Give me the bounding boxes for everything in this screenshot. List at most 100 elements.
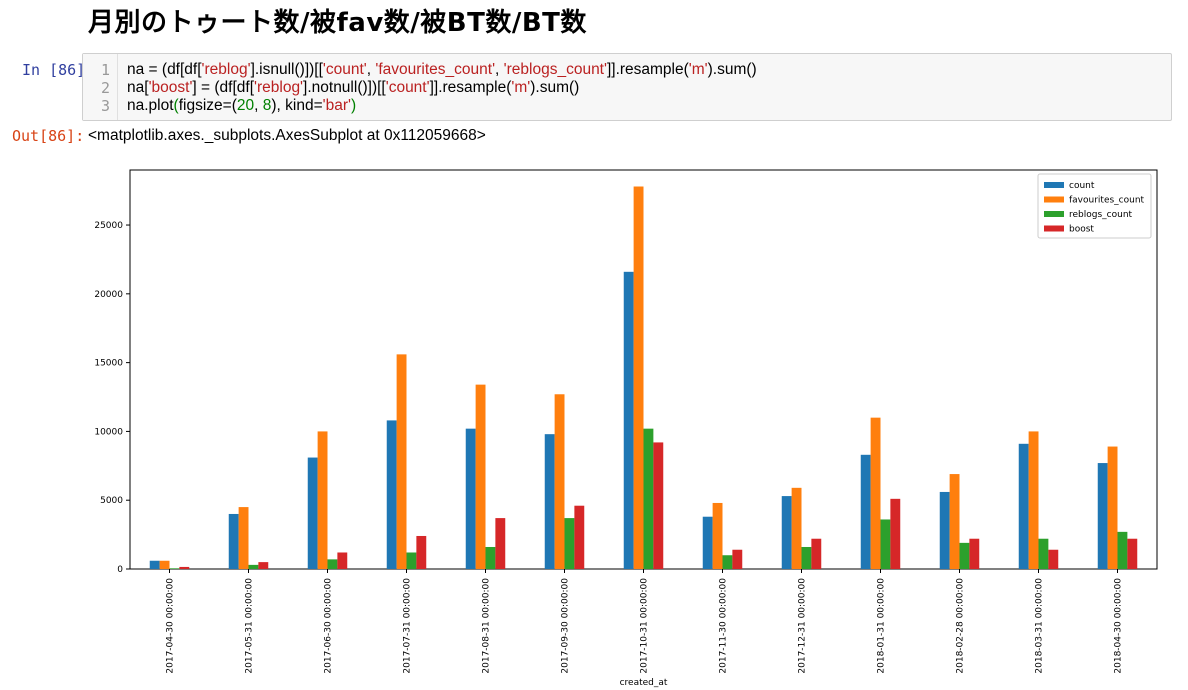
y-tick: 15000 — [94, 359, 130, 369]
bar-boost — [416, 535, 427, 569]
bar-boost — [258, 562, 269, 569]
y-tick-label: 5000 — [100, 496, 123, 506]
bar-boost — [732, 549, 743, 569]
code-token: , — [254, 97, 263, 114]
legend-label: count — [1069, 181, 1095, 191]
line-number: 1 — [100, 61, 110, 79]
x-tick-label: 2018-01-31 00:00:00 — [877, 578, 887, 674]
code-token: 'reblog' — [201, 61, 251, 78]
bar-reblogs_count — [564, 518, 575, 569]
x-tick: 2018-04-30 00:00:00 — [1114, 569, 1124, 674]
code-token: ]].resample( — [606, 61, 689, 78]
bar-favourites_count — [238, 507, 249, 569]
x-tick-label: 2017-08-31 00:00:00 — [482, 578, 492, 674]
y-tick-label: 15000 — [94, 359, 123, 369]
code-token: , — [495, 61, 504, 78]
x-tick-label: 2017-11-30 00:00:00 — [719, 578, 729, 674]
x-tick-label: 2018-04-30 00:00:00 — [1114, 578, 1124, 674]
code-line[interactable]: na = (df[df['reblog'].isnull()])[['count… — [127, 61, 757, 79]
y-tick: 10000 — [94, 427, 130, 437]
bar-chart: 0 5000 10000 15000 20000 25000 2017-04-30 00:0… — [94, 169, 1158, 688]
bar-favourites_count — [712, 502, 723, 569]
code-token: 'bar' — [322, 97, 351, 114]
x-tick-label: 2017-09-30 00:00:00 — [561, 578, 571, 674]
bar-favourites_count — [791, 487, 802, 569]
y-tick-label: 0 — [117, 565, 123, 575]
x-tick: 2018-03-31 00:00:00 — [1035, 569, 1045, 674]
x-tick-label: 2017-04-30 00:00:00 — [166, 578, 176, 674]
page-heading: 月別のトゥート数/被fav数/被BT数/BT数 — [88, 8, 587, 38]
output-prompt: Out[86]: — [12, 127, 85, 145]
bar-count — [860, 454, 871, 569]
code-token: na = (df[df[ — [127, 61, 202, 78]
code-token: ].isnull()])[[ — [250, 61, 323, 78]
x-tick-label: 2017-12-31 00:00:00 — [798, 578, 808, 674]
bar-count — [1097, 463, 1108, 569]
bar-reblogs_count — [406, 552, 417, 569]
code-token: 'reblog' — [254, 79, 304, 96]
bar-favourites_count — [949, 474, 960, 569]
bar-favourites_count — [1107, 446, 1118, 569]
bar-boost — [653, 442, 664, 569]
code-line[interactable]: na.plot(figsize=(20, 8), kind='bar') — [127, 97, 356, 115]
code-token: 20 — [236, 97, 255, 114]
bar-reblogs_count — [169, 568, 180, 569]
x-tick: 2017-10-31 00:00:00 — [640, 569, 650, 674]
code-token: figsize=( — [178, 97, 237, 114]
x-tick: 2018-02-28 00:00:00 — [956, 569, 966, 674]
bar-count — [781, 496, 792, 569]
bar-count — [544, 434, 555, 569]
y-tick: 25000 — [94, 221, 130, 231]
code-token: na.plot — [127, 97, 174, 114]
code-token: ).sum() — [530, 79, 580, 96]
x-tick-label: 2017-06-30 00:00:00 — [324, 578, 334, 674]
bar-favourites_count — [317, 431, 328, 569]
bar-boost — [574, 505, 585, 569]
legend-label: boost — [1069, 225, 1094, 235]
code-token: na[ — [127, 79, 149, 96]
bar-boost — [337, 552, 348, 569]
code-token: 'm' — [511, 79, 531, 96]
x-tick-label: 2018-02-28 00:00:00 — [956, 578, 966, 674]
y-tick: 0 — [117, 565, 130, 575]
input-prompt: In [86]: — [22, 61, 95, 79]
bar-favourites_count — [554, 394, 565, 569]
x-tick: 2017-05-31 00:00:00 — [245, 569, 255, 674]
line-number: 2 — [100, 79, 110, 97]
y-tick: 5000 — [100, 496, 130, 506]
legend-label: reblogs_count — [1069, 210, 1133, 220]
bar-boost — [811, 538, 822, 569]
bar-count — [939, 491, 950, 569]
legend-swatch — [1044, 196, 1064, 203]
line-number: 3 — [100, 97, 110, 115]
bar-count — [228, 513, 239, 569]
bar-reblogs_count — [643, 428, 654, 569]
bar-favourites_count — [1028, 431, 1039, 569]
code-token: 'count' — [322, 61, 367, 78]
legend-label: favourites_count — [1069, 196, 1145, 206]
bar-boost — [890, 498, 901, 569]
x-tick: 2017-09-30 00:00:00 — [561, 569, 571, 674]
code-token: 'reblogs_count' — [503, 61, 607, 78]
code-token: , — [366, 61, 376, 78]
bar-favourites_count — [159, 560, 170, 569]
bar-favourites_count — [396, 354, 407, 569]
code-token: 'count' — [385, 79, 430, 96]
bar-boost — [179, 566, 190, 569]
x-tick: 2017-06-30 00:00:00 — [324, 569, 334, 674]
code-token: 'boost' — [148, 79, 193, 96]
x-tick: 2017-11-30 00:00:00 — [719, 569, 729, 674]
bar-reblogs_count — [959, 542, 970, 569]
x-tick: 2017-12-31 00:00:00 — [798, 569, 808, 674]
bar-reblogs_count — [880, 519, 891, 569]
bar-count — [702, 516, 713, 569]
bar-favourites_count — [475, 384, 486, 569]
code-cell[interactable]: 1 2 3 na = (df[df['reblog'].isnull()])[[… — [82, 53, 1172, 121]
code-token: ( — [173, 97, 179, 114]
code-token: ) — [350, 97, 357, 114]
x-tick-label: 2017-10-31 00:00:00 — [640, 578, 650, 674]
legend-swatch — [1044, 211, 1064, 217]
code-line[interactable]: na['boost'] = (df[df['reblog'].notnull()… — [127, 79, 579, 97]
x-axis-label: created_at — [620, 678, 668, 688]
